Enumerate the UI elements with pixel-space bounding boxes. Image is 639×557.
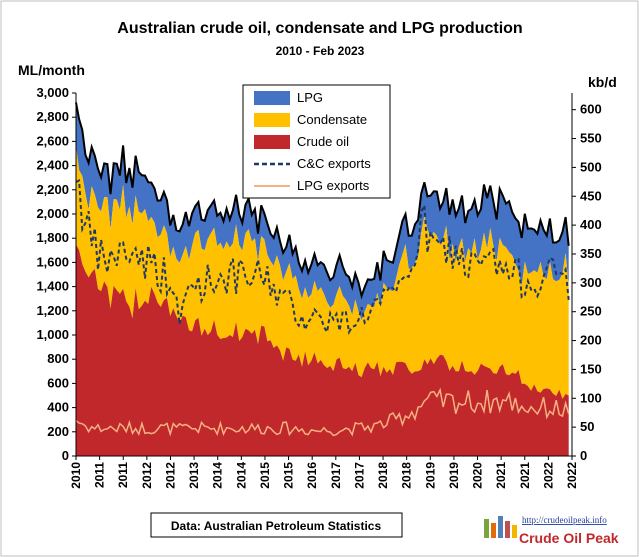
y-right-tick-label: 200: [580, 333, 602, 348]
chart-title: Australian crude oil, condensate and LPG…: [117, 20, 522, 37]
x-tick-label: 2018: [376, 462, 390, 489]
x-tick-label: 2016: [305, 462, 319, 489]
legend-label: LPG exports: [297, 178, 370, 193]
x-tick-label: 2015: [282, 462, 296, 489]
series-cc-exports-line: [75, 178, 570, 335]
logo-bar: [491, 523, 496, 538]
logo-title: Crude Oil Peak: [519, 530, 619, 546]
y-right-tick-label: 150: [580, 361, 602, 376]
legend-swatch: [254, 113, 290, 127]
series-lpg-area: [76, 102, 569, 321]
logo-bar: [512, 525, 517, 538]
legend-label: Condensate: [297, 112, 367, 127]
y-left-tick-label: 1,600: [36, 254, 69, 269]
source-note-text: Data: Australian Petroleum Statistics: [171, 519, 382, 533]
x-tick-label: 2017: [329, 462, 343, 489]
legend-label: LPG: [297, 90, 323, 105]
series-crude-oil-area: [76, 244, 569, 456]
y-left-tick-label: 1,200: [36, 303, 69, 318]
y-right-tick-label: 600: [580, 102, 602, 117]
legend-swatch: [254, 135, 290, 149]
y-axis-left-label: ML/month: [18, 62, 85, 78]
y-left-tick-label: 200: [47, 424, 69, 439]
x-tick-label: 2020: [471, 462, 485, 489]
legend-label: Crude oil: [297, 134, 349, 149]
x-tick-label: 2021: [518, 462, 532, 489]
y-right-tick-label: 450: [580, 188, 602, 203]
y-left-tick-label: 800: [47, 351, 69, 366]
y-left-tick-label: 2,000: [36, 206, 69, 221]
y-left-tick-label: 1,000: [36, 327, 69, 342]
logo-bar: [484, 519, 489, 538]
y-left-tick-label: 400: [47, 400, 69, 415]
x-tick-label: 2012: [140, 462, 154, 489]
y-right-tick-label: 0: [580, 448, 587, 463]
y-right-tick-label: 500: [580, 159, 602, 174]
series-condensate-area: [76, 146, 569, 399]
source-note: Data: Australian Petroleum Statistics: [150, 512, 403, 538]
y-left-tick-label: 2,800: [36, 109, 69, 124]
y-left-tick-label: 3,000: [36, 85, 69, 100]
y-left-tick-label: 1,800: [36, 230, 69, 245]
export-lines: [75, 102, 570, 437]
x-tick-label: 2012: [163, 462, 177, 489]
logo-url: http://crudeoilpeak.info: [522, 515, 607, 525]
x-tick-label: 2013: [187, 462, 201, 489]
x-tick-label: 2014: [234, 462, 248, 489]
y-right-tick-label: 350: [580, 246, 602, 261]
y-right-tick-label: 400: [580, 217, 602, 232]
x-tick-label: 2022: [541, 462, 555, 489]
crude-oil-peak-logo: http://crudeoilpeak.info Crude Oil Peak: [484, 515, 619, 546]
y-right-tick-label: 100: [580, 390, 602, 405]
y-left-tick-label: 1,400: [36, 279, 69, 294]
axes: 0 200 400 600 800 1,000 1,200 1,400 1,600 1,800 2,…: [36, 85, 601, 489]
x-tick-label: 2014: [211, 462, 225, 489]
y-left-tick-label: 600: [47, 375, 69, 390]
x-tick-label: 2019: [423, 462, 437, 489]
legend-swatch: [254, 91, 290, 105]
x-tick-label: 2018: [400, 462, 414, 489]
y-left-tick-label: 2,200: [36, 182, 69, 197]
y-left-tick-label: 2,400: [36, 158, 69, 173]
source-note-box: [150, 512, 403, 538]
legend: LPG Condensate Crude oil C&C exports LPG exp…: [242, 84, 391, 199]
series-total-line: [75, 102, 570, 300]
y-left-tick-label: 2,600: [36, 133, 69, 148]
x-tick-label: 2011: [93, 462, 107, 488]
x-tick-label: 2022: [565, 462, 579, 489]
chart-subtitle: 2010 - Feb 2023: [276, 44, 365, 58]
series-lpg-exports-line: [75, 387, 570, 437]
x-tick-label: 2021: [494, 462, 508, 489]
x-tick-label: 2010: [69, 462, 83, 489]
x-tick-label: 2011: [116, 462, 130, 488]
y-right-tick-label: 300: [580, 275, 602, 290]
stacked-areas: [76, 102, 569, 456]
logo-bar: [498, 516, 503, 538]
y-right-tick-label: 550: [580, 131, 602, 146]
x-tick-label: 2017: [352, 462, 366, 489]
x-tick-label: 2015: [258, 462, 272, 489]
x-tick-label: 2019: [447, 462, 461, 489]
y-right-tick-label: 250: [580, 304, 602, 319]
logo-bar: [505, 521, 510, 538]
y-right-tick-label: 50: [580, 419, 594, 434]
y-axis-right-label: kb/d: [588, 74, 617, 90]
y-left-tick-label: 0: [62, 448, 69, 463]
legend-label: C&C exports: [297, 156, 371, 171]
